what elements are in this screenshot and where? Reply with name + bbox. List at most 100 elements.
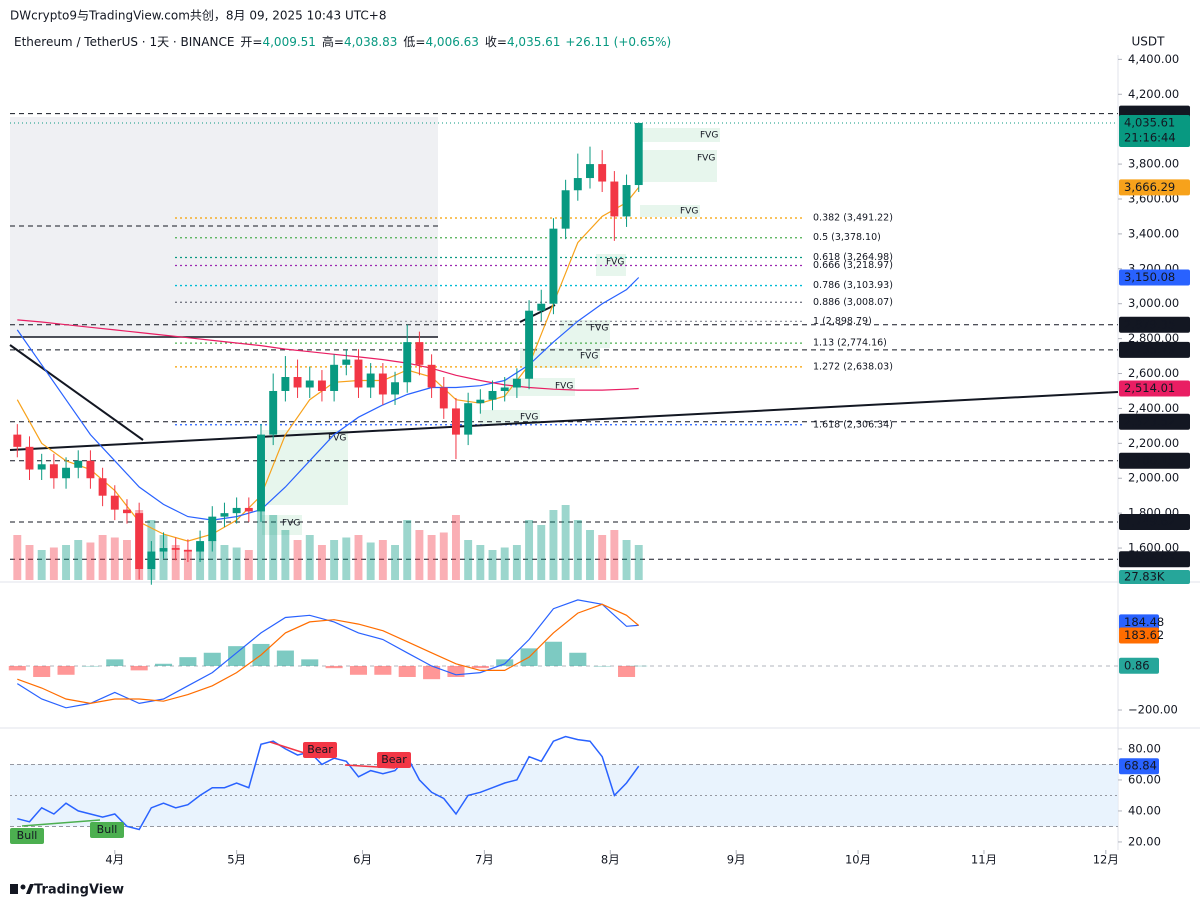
x-tick-label: 11月: [971, 853, 997, 867]
candle-body: [13, 434, 22, 447]
fib-label: 1.272 (2,638.03): [813, 361, 893, 372]
candle-body: [415, 342, 424, 365]
ohlc-value: 4,038.83: [344, 35, 397, 49]
price-tag: [1119, 269, 1190, 286]
volume-bar: [220, 545, 229, 580]
candle-body: [147, 551, 156, 570]
signal-badge: [10, 828, 44, 844]
macd-histogram: [471, 665, 489, 669]
candle-body: [525, 310, 534, 379]
macd-histogram: [325, 665, 343, 669]
candle-body: [159, 548, 168, 552]
ohlc-label: 低=: [403, 35, 425, 49]
countdown: 21:16:44: [1124, 130, 1176, 144]
fvg-label: FVG: [520, 413, 538, 423]
candle-body: [561, 190, 570, 229]
x-tick-label: 5月: [227, 853, 246, 867]
candle-body: [183, 549, 192, 552]
price-tag-label: 2,879.35: [1124, 317, 1175, 331]
divergence-line: [21, 819, 101, 827]
volume-bar: [439, 532, 448, 580]
price-tag-label: 2,514.01: [1124, 381, 1175, 395]
attribution: DWcrypto9与TradingView.com共创，8月 09, 2025 …: [10, 9, 386, 23]
fib-label: 0.786 (3,103.93): [813, 280, 893, 291]
fvg-box: [640, 150, 717, 182]
x-tick-label: 10月: [845, 853, 871, 867]
volume-bar: [610, 530, 619, 580]
signal-badge: [303, 742, 337, 758]
price-tag-label: 1,749.62: [1124, 514, 1175, 528]
volume-bar: [500, 547, 509, 580]
macd-histogram: [593, 665, 611, 667]
signal-badge: [377, 752, 411, 768]
x-tick-label: 9月: [727, 853, 746, 867]
macd-tag: [1119, 627, 1159, 644]
y-tick-label: 60.00: [1128, 772, 1161, 786]
candle-body: [634, 122, 643, 186]
macd-histogram: [106, 659, 124, 666]
candle-body: [427, 364, 436, 388]
candle-body: [537, 303, 546, 311]
macd-histogram: [447, 665, 465, 677]
volume-bar: [86, 542, 95, 580]
candle-body: [342, 359, 351, 365]
volume-bar: [183, 550, 192, 580]
candle-body: [549, 228, 558, 304]
candle-body: [281, 377, 290, 391]
volume-bar: [573, 520, 582, 580]
ohlc-label: 高=: [322, 34, 344, 49]
candle-body: [366, 373, 375, 388]
price-tag: [1119, 316, 1190, 333]
price-tag: [1119, 551, 1190, 568]
candle-body: [476, 399, 485, 404]
signal-badge: [90, 822, 124, 838]
candle-body: [439, 387, 448, 409]
candle-body: [330, 364, 339, 391]
macd-histogram: [130, 665, 148, 671]
fvg-label: FVG: [555, 382, 573, 392]
candle-body: [37, 464, 46, 470]
macd-histogram: [544, 641, 562, 666]
fvg-label: FVG: [580, 352, 598, 362]
fvg-label: FVG: [328, 434, 346, 444]
candle-body: [86, 460, 95, 479]
signal-label: Bull: [17, 829, 38, 842]
candle-body: [391, 382, 399, 395]
price-tag: [1119, 452, 1190, 469]
x-tick-label: 7月: [475, 853, 494, 867]
y-tick-label: 2,000.00: [1128, 471, 1179, 485]
candle-body: [257, 434, 265, 512]
macd-tag-label: 0.86: [1124, 658, 1150, 672]
volume-tag: [1119, 570, 1190, 584]
candle-body: [135, 513, 144, 570]
y-tick-label: 3,400.00: [1128, 226, 1179, 240]
fvg-box: [640, 205, 700, 217]
volume-bar: [391, 545, 399, 580]
ohlc-label: 收=: [485, 35, 507, 49]
x-tick-label: 4月: [105, 853, 124, 867]
volume-bar: [634, 545, 643, 580]
candle-body: [598, 164, 607, 182]
candle-body: [317, 380, 326, 391]
fvg-box: [262, 515, 302, 535]
price-tag-label: 2,323.52: [1124, 414, 1175, 428]
price-tag: [1119, 179, 1190, 196]
fvg-box: [262, 430, 348, 505]
price-tag: [1119, 413, 1190, 430]
candle-body: [305, 380, 314, 388]
fib-label: 1.618 (2,306.34): [813, 419, 893, 430]
macd-histogram: [569, 652, 587, 666]
fvg-label: FVG: [700, 131, 718, 141]
macd-tag: [1119, 614, 1159, 631]
fib-label: 0.382 (3,491.22): [813, 212, 893, 223]
macd-histogram: [276, 650, 294, 666]
macd-histogram: [398, 665, 416, 677]
volume-bar: [415, 530, 424, 580]
fvg-box: [505, 378, 575, 396]
candle-body: [512, 378, 521, 388]
volume-bar: [269, 515, 278, 580]
volume-bar: [49, 547, 58, 580]
price-tag-label: 3,150.08: [1124, 270, 1175, 284]
fvg-box: [520, 348, 600, 368]
price-tag-label: 2,100.15: [1124, 453, 1175, 467]
